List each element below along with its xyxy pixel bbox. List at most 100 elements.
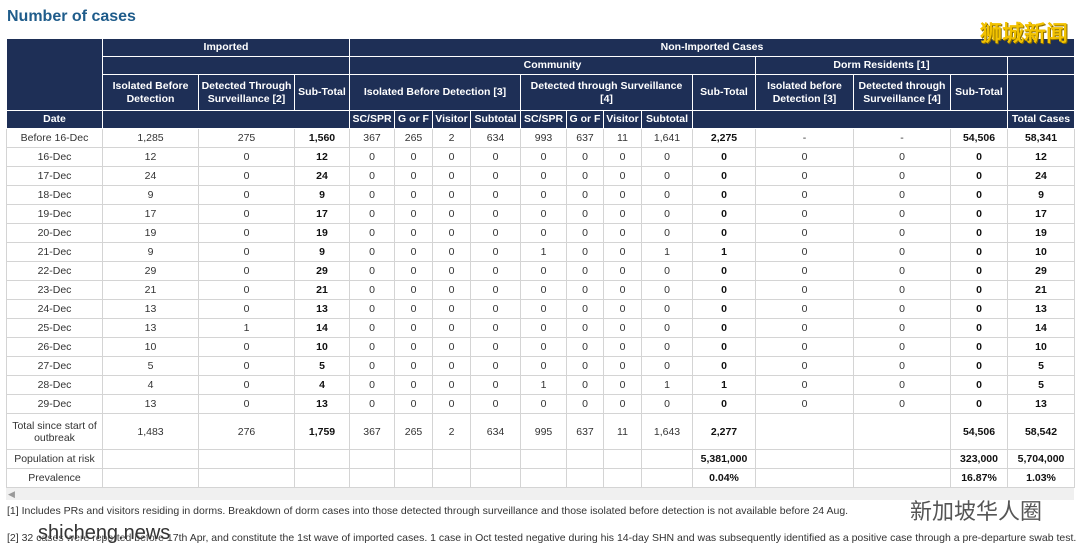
header-cell	[102, 56, 350, 75]
header-cell: Sub-Total	[692, 74, 756, 111]
header-cell: Detected through Surveillance [4]	[520, 74, 693, 111]
table-cell: 0	[641, 299, 693, 319]
table-cell: 10	[102, 337, 199, 357]
table-cell: 0	[950, 299, 1008, 319]
table-cell: 14	[294, 318, 350, 338]
table-cell: 0	[950, 356, 1008, 376]
table-cell: 0	[641, 394, 693, 414]
table-cell: 0	[520, 280, 567, 300]
table-cell: 10	[1006, 242, 1076, 262]
table-cell: 5,381,000	[692, 449, 756, 469]
table-cell: 0	[432, 185, 471, 205]
table-cell: 16-Dec	[6, 147, 103, 167]
table-cell: 10	[294, 337, 350, 357]
footnote: [2] 32 cases were reported before 17th A…	[7, 532, 1077, 544]
table-cell	[102, 468, 199, 488]
table-cell: 0	[470, 337, 521, 357]
header-cell: G or F	[566, 110, 604, 129]
table-cell: 24	[294, 166, 350, 186]
table-cell: 0	[692, 318, 756, 338]
table-row: 27-Dec 5 0 5 0 0 0 0 0 0 0 0 0 0 0 0 5	[6, 356, 1076, 376]
table-cell: 0	[198, 356, 295, 376]
table-cell	[294, 449, 350, 469]
table-cell: 0	[432, 223, 471, 243]
table-cell: 0	[520, 223, 567, 243]
table-row: 18-Dec 9 0 9 0 0 0 0 0 0 0 0 0 0 0 0 9	[6, 185, 1076, 205]
table-cell: 1,285	[102, 128, 199, 148]
table-cell: 0	[755, 185, 854, 205]
header-cell: Detected Through Surveillance [2]	[198, 74, 295, 111]
table-cell: 0	[470, 166, 521, 186]
table-cell: 0	[641, 166, 693, 186]
table-cell: 1	[692, 242, 756, 262]
table-cell	[432, 449, 471, 469]
header-cell: Subtotal	[470, 110, 521, 129]
table-cell	[853, 413, 951, 450]
table-cell: 1.03%	[1006, 468, 1076, 488]
table-cell: 0	[853, 261, 951, 281]
header-cell: G or F	[394, 110, 433, 129]
table-row: Total since start of outbreak 1,483 276 1,7…	[6, 413, 1076, 450]
header-cell	[6, 38, 103, 111]
table-row: 29-Dec 13 0 13 0 0 0 0 0 0 0 0 0 0 0 0 13	[6, 394, 1076, 414]
table-cell: Total since start of outbreak	[6, 413, 103, 450]
table-cell: 0	[566, 356, 604, 376]
header-cell	[1006, 74, 1076, 111]
table-cell: 0	[755, 280, 854, 300]
table-cell: 1	[641, 375, 693, 395]
table-cell: 58,542	[1006, 413, 1076, 450]
table-cell: 0	[603, 356, 642, 376]
watermark: 新加坡华人圈	[909, 499, 1042, 524]
table-cell: 0	[349, 204, 395, 224]
table-cell: 0	[470, 242, 521, 262]
table-cell: 9	[294, 242, 350, 262]
table-cell: 0	[755, 166, 854, 186]
table-cell: 0	[692, 166, 756, 186]
table-cell: 0	[603, 204, 642, 224]
table-cell: 0	[432, 166, 471, 186]
table-cell: 0	[950, 147, 1008, 167]
table-cell: 14	[1006, 318, 1076, 338]
table-cell: 0	[566, 242, 604, 262]
table-cell	[520, 468, 567, 488]
table-cell: 2	[432, 128, 471, 148]
table-cell: 29	[102, 261, 199, 281]
table-cell: 54,506	[950, 413, 1008, 450]
table-cell: 0	[520, 337, 567, 357]
table-cell: 0	[349, 299, 395, 319]
table-cell: 634	[470, 128, 521, 148]
table-row: 19-Dec 17 0 17 0 0 0 0 0 0 0 0 0 0 0 0 17	[6, 204, 1076, 224]
table-cell	[566, 468, 604, 488]
table-row: 25-Dec 13 1 14 0 0 0 0 0 0 0 0 0 0 0 0 14	[6, 318, 1076, 338]
table-cell: 0	[641, 318, 693, 338]
table-cell: 19	[102, 223, 199, 243]
table-cell: 16.87%	[950, 468, 1008, 488]
table-cell: 0	[198, 185, 295, 205]
table-cell: 9	[102, 242, 199, 262]
table-cell: 0	[853, 280, 951, 300]
table-cell: 0	[520, 318, 567, 338]
table-cell	[432, 468, 471, 488]
table-cell: 4	[294, 375, 350, 395]
table-cell: 0	[394, 204, 433, 224]
table-cell: 0	[603, 375, 642, 395]
table-cell: 29-Dec	[6, 394, 103, 414]
table-cell: 0	[198, 394, 295, 414]
header-cell	[1006, 56, 1076, 75]
table-cell: 0	[394, 261, 433, 281]
table-cell: 13	[102, 299, 199, 319]
table-cell: 0	[470, 356, 521, 376]
header-cell: Non-Imported Cases	[348, 38, 1076, 57]
table-cell: 0	[394, 147, 433, 167]
table-cell: 0	[198, 147, 295, 167]
table-cell: 1	[641, 242, 693, 262]
table-cell: 0	[198, 299, 295, 319]
table-cell: 0	[349, 261, 395, 281]
table-cell: 0	[432, 299, 471, 319]
table-cell	[470, 468, 521, 488]
table-cell	[470, 449, 521, 469]
table-cell: -	[755, 128, 854, 148]
table-cell: 24-Dec	[6, 299, 103, 319]
table-cell: 5,704,000	[1006, 449, 1076, 469]
table-cell: 24	[1006, 166, 1076, 186]
